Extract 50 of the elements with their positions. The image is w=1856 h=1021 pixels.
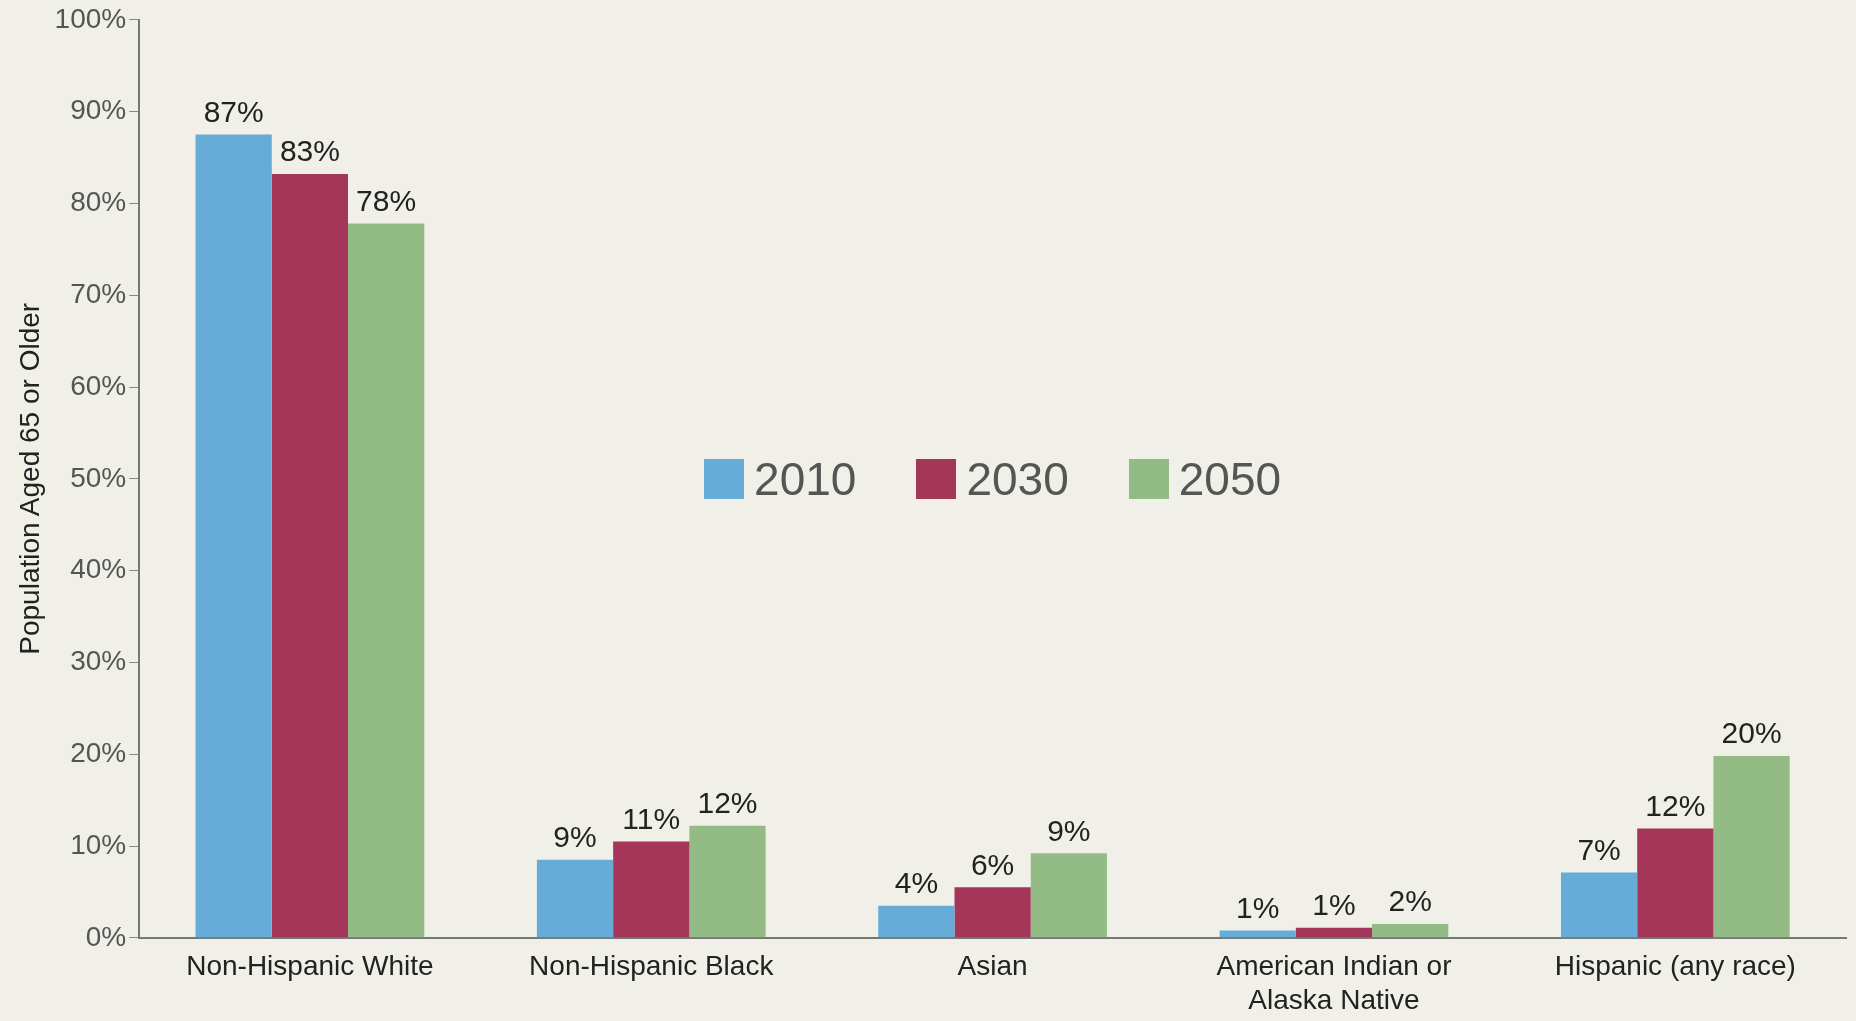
x-tick-label: Hispanic (any race) (1554, 950, 1796, 982)
bar (613, 841, 690, 938)
x-tick-label: Non-Hispanic White (186, 950, 434, 982)
bar (1295, 927, 1373, 938)
x-tick-label: American Indian or Alaska Native (1216, 950, 1452, 1015)
y-tick-label: 90% (70, 94, 127, 126)
y-tick-label: 10% (70, 828, 127, 860)
x-tick-label: Asian (957, 950, 1028, 982)
bar (954, 887, 1031, 938)
y-tick-label: 30% (70, 645, 127, 677)
data-label: 9% (553, 820, 597, 854)
data-label: 2% (1388, 884, 1432, 918)
bar (195, 134, 272, 938)
bar (1030, 853, 1107, 938)
data-label: 6% (970, 847, 1015, 881)
legend-label: 2010 (754, 451, 857, 506)
bar (1713, 756, 1790, 938)
legend-label: 2050 (1178, 451, 1282, 506)
y-tick-label: 20% (70, 736, 127, 768)
y-tick-label: 100% (54, 2, 127, 34)
data-label: 87% (203, 94, 264, 128)
y-tick-label: 40% (70, 553, 127, 585)
data-label: 4% (894, 865, 939, 899)
y-tick-label: 50% (70, 461, 127, 493)
data-label: 11% (622, 801, 681, 835)
data-label: 9% (1047, 813, 1091, 847)
data-label: 12% (697, 786, 758, 820)
data-label: 78% (356, 183, 417, 217)
y-tick-label: 0% (85, 920, 127, 952)
y-tick-label: 70% (70, 277, 127, 309)
y-axis-title: Population Aged 65 or Older (13, 302, 45, 655)
bar (689, 825, 766, 938)
data-label: 7% (1577, 832, 1621, 866)
bar (1637, 828, 1714, 938)
y-tick-label: 80% (70, 186, 127, 218)
data-label: 12% (1645, 788, 1706, 822)
bar (1560, 872, 1638, 938)
bar (536, 859, 614, 938)
data-label: 20% (1721, 716, 1782, 750)
bar (1219, 930, 1296, 938)
bar (348, 223, 425, 938)
bar (1372, 924, 1449, 938)
bar (271, 174, 349, 938)
bar (878, 905, 955, 938)
data-label: 1% (1236, 890, 1280, 924)
x-tick-label: Non-Hispanic Black (529, 950, 775, 982)
data-label: 83% (279, 134, 340, 168)
y-tick-label: 60% (70, 369, 127, 401)
data-label: 1% (1312, 887, 1356, 921)
legend-label: 2030 (966, 451, 1069, 506)
